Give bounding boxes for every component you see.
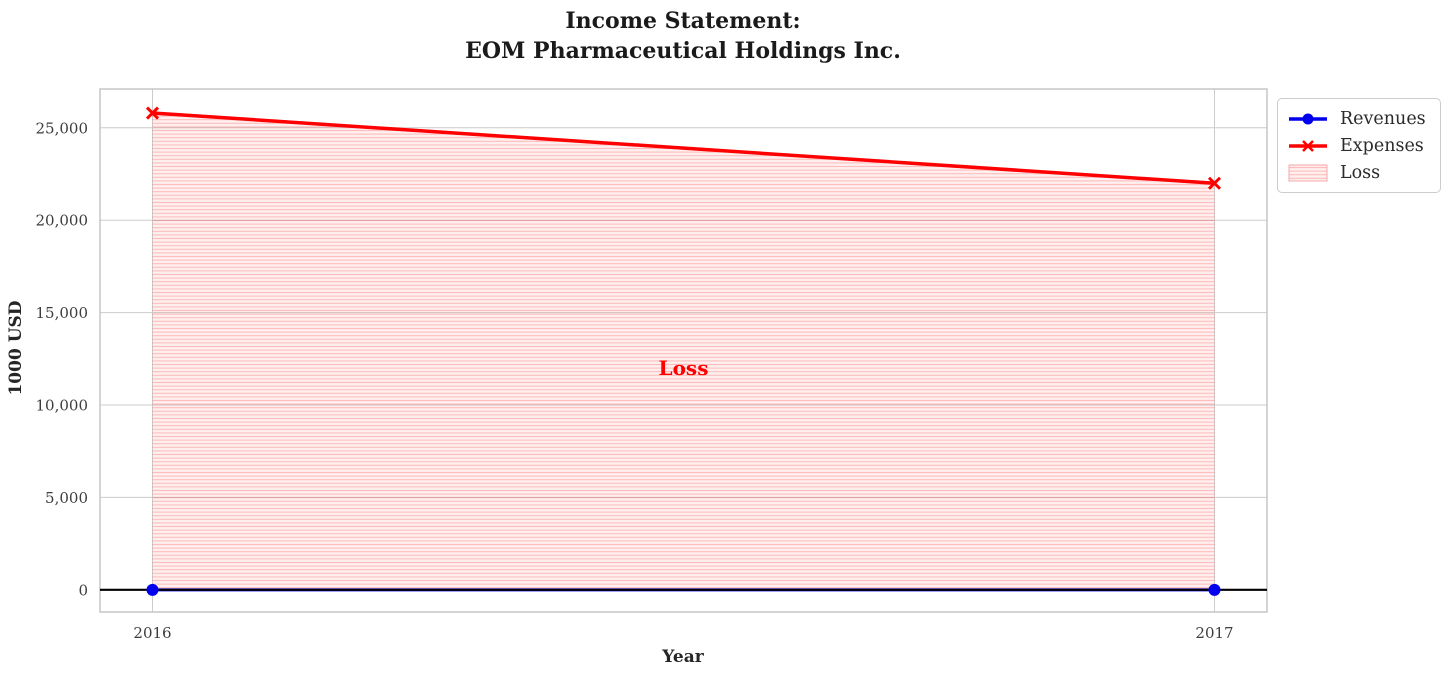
loss-area xyxy=(152,113,1215,590)
plot-border xyxy=(99,88,1268,613)
y-tick-label: 5,000 xyxy=(45,489,88,507)
y-tick-label: 10,000 xyxy=(36,397,89,415)
legend-item-loss: Loss xyxy=(1287,159,1426,186)
expenses-line xyxy=(152,111,1215,185)
x-tick-label: 2017 xyxy=(1195,624,1233,642)
legend-label-expenses: Expenses xyxy=(1340,135,1424,156)
chart-title: Income Statement: EOM Pharmaceutical Hol… xyxy=(465,8,901,64)
expenses-marker xyxy=(145,106,160,120)
revenues-marker xyxy=(1208,583,1221,596)
legend: Revenues Expenses Loss xyxy=(1277,98,1441,193)
x-axis-label: Year xyxy=(662,647,704,667)
expenses-line-x-swatch xyxy=(1289,139,1327,152)
loss-annotation: Loss xyxy=(659,356,709,380)
revenues-line-circle-swatch xyxy=(1289,113,1327,124)
y-tick-label: 0 xyxy=(78,581,88,599)
expenses-marker xyxy=(1207,176,1222,190)
legend-item-revenues: Revenues xyxy=(1287,105,1426,132)
legend-item-expenses: Expenses xyxy=(1287,132,1426,159)
y-tick-label: 20,000 xyxy=(36,212,89,230)
y-tick-label: 25,000 xyxy=(36,119,89,137)
x-tick-label: 2016 xyxy=(133,624,171,642)
revenues-marker xyxy=(146,583,159,596)
legend-label-revenues: Revenues xyxy=(1340,108,1426,129)
legend-label-loss: Loss xyxy=(1340,162,1381,183)
loss-hatch-swatch xyxy=(1288,164,1328,181)
y-tick-label: 15,000 xyxy=(36,304,89,322)
